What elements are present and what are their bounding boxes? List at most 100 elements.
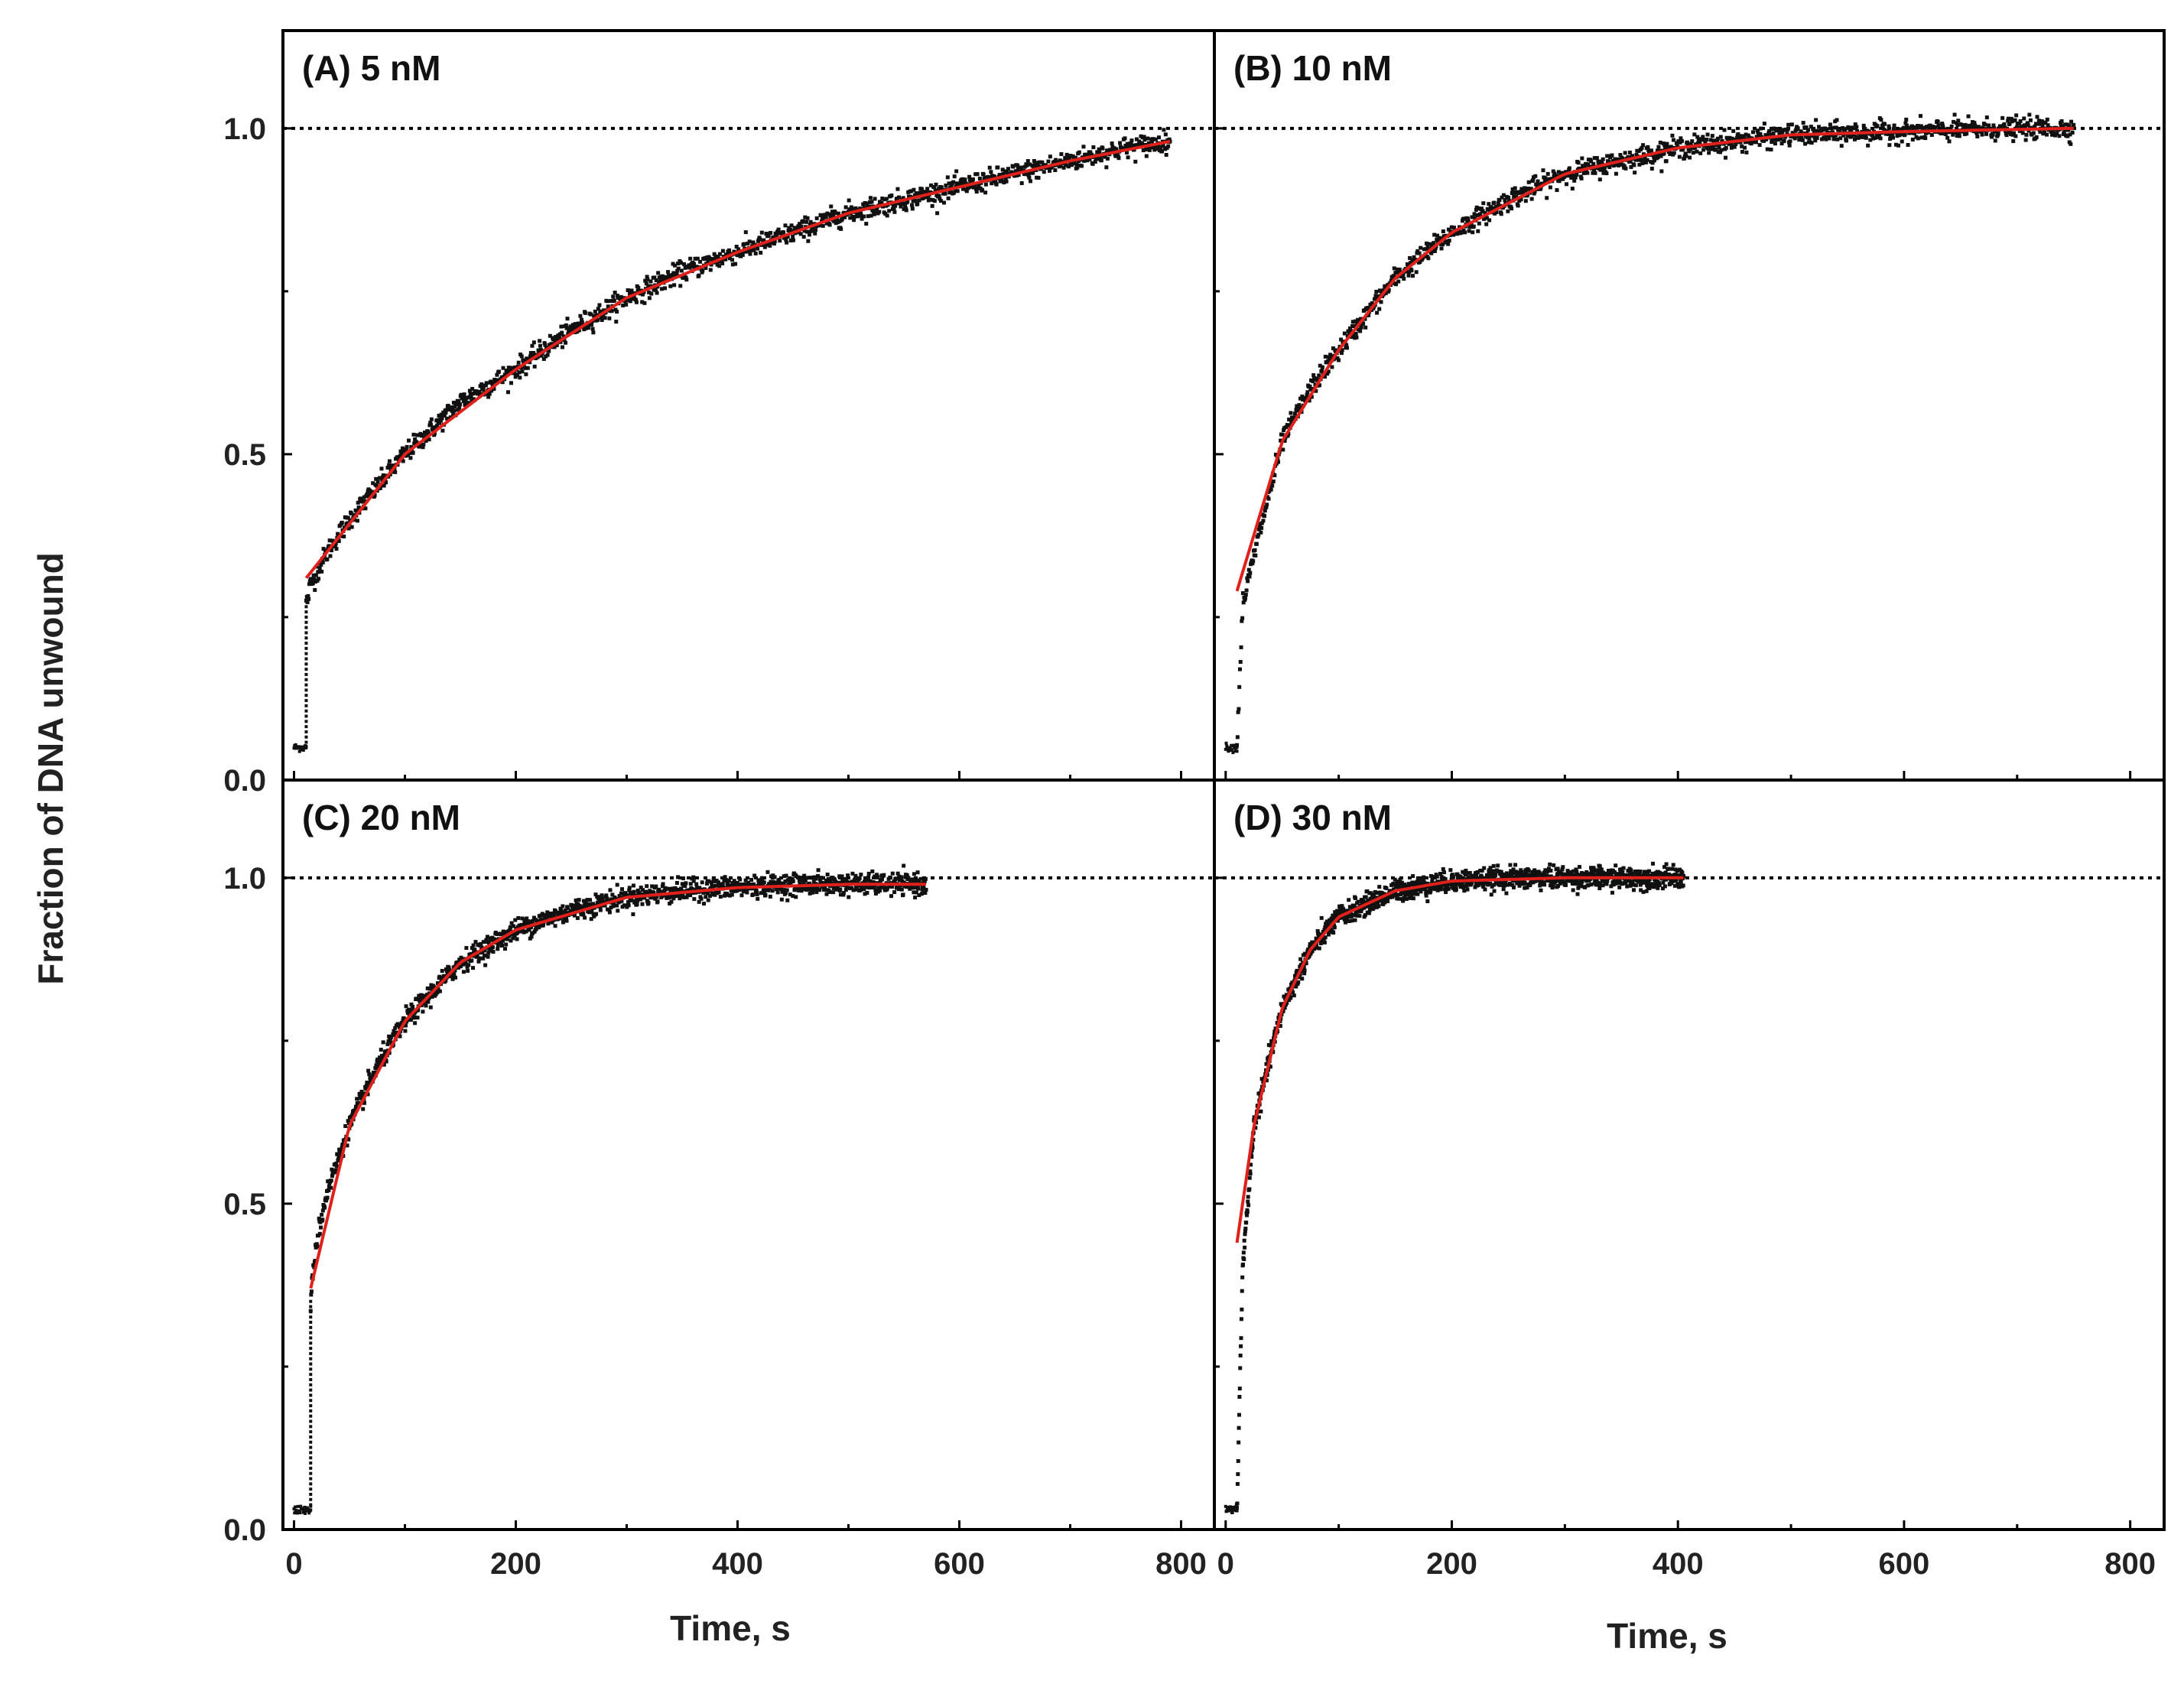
data-point — [2023, 123, 2027, 128]
data-point — [304, 668, 308, 671]
data-point — [1292, 411, 1297, 416]
data-point — [359, 496, 363, 501]
data-point — [1310, 949, 1315, 954]
data-point — [1773, 141, 1777, 146]
data-point — [903, 203, 908, 207]
data-point — [380, 477, 385, 482]
data-point — [572, 913, 577, 918]
data-point — [378, 476, 382, 480]
data-point — [1350, 918, 1354, 923]
data-point — [1952, 112, 1957, 117]
data-point — [817, 887, 822, 892]
data-point — [509, 938, 513, 943]
data-point — [1340, 904, 1344, 909]
data-point — [647, 296, 652, 301]
data-point — [1236, 710, 1240, 714]
data-point — [817, 223, 822, 227]
data-point — [1269, 487, 1273, 492]
data-point — [346, 515, 350, 520]
data-point — [570, 323, 575, 327]
data-point — [1248, 1172, 1253, 1176]
data-point — [1601, 157, 1605, 161]
data-point — [1870, 133, 1875, 138]
data-point — [1321, 929, 1325, 934]
data-point — [977, 184, 981, 188]
data-point — [1305, 392, 1309, 397]
data-point — [1284, 425, 1289, 430]
data-point — [815, 874, 820, 879]
data-point — [824, 892, 829, 896]
data-point — [2000, 115, 2005, 120]
data-point — [1462, 216, 1467, 221]
data-point — [1294, 984, 1298, 989]
data-point — [1797, 138, 1802, 142]
data-point — [678, 284, 683, 288]
data-point — [766, 233, 771, 238]
data-point — [564, 340, 568, 345]
data-point — [1487, 218, 1492, 223]
data-point — [309, 1399, 313, 1403]
data-point — [441, 410, 446, 414]
data-point — [1324, 922, 1328, 926]
data-point — [1105, 156, 1110, 161]
data-point — [427, 996, 431, 1000]
data-point — [760, 878, 765, 883]
data-point — [846, 873, 850, 878]
data-point — [1466, 219, 1471, 224]
data-point — [401, 449, 406, 454]
data-point — [1248, 571, 1253, 575]
data-point — [448, 415, 453, 420]
data-point — [512, 365, 517, 369]
data-point — [1347, 326, 1352, 330]
data-point — [312, 577, 317, 581]
data-point — [477, 956, 482, 961]
data-point — [1247, 1175, 1252, 1180]
data-point — [571, 906, 576, 911]
data-point — [1248, 1169, 1253, 1174]
data-point — [639, 886, 643, 890]
data-point — [574, 905, 579, 910]
data-point — [1861, 123, 1866, 128]
data-point — [1344, 920, 1348, 925]
data-point — [1627, 151, 1632, 155]
data-point — [1225, 744, 1229, 748]
data-point — [1287, 998, 1292, 1003]
data-point — [615, 294, 619, 298]
data-point — [1353, 896, 1357, 901]
data-point — [1536, 179, 1540, 184]
data-point — [727, 248, 732, 252]
data-point — [951, 180, 956, 184]
data-point — [1361, 321, 1366, 326]
data-point — [1309, 395, 1314, 399]
data-point — [905, 199, 910, 203]
data-point — [309, 1289, 314, 1294]
data-point — [885, 213, 889, 218]
data-point — [327, 544, 331, 548]
data-point — [827, 212, 831, 216]
data-point — [424, 1003, 428, 1008]
data-point — [1236, 1458, 1240, 1463]
data-point — [1331, 931, 1336, 935]
data-point — [496, 947, 500, 951]
data-point — [1672, 151, 1676, 155]
data-point — [783, 223, 788, 228]
data-point — [1243, 1232, 1247, 1237]
data-point — [1032, 158, 1036, 163]
data-point — [309, 1466, 313, 1470]
data-point — [1312, 947, 1317, 951]
data-point — [1715, 136, 1720, 141]
data-point — [1835, 137, 1840, 141]
data-point — [1383, 291, 1388, 295]
data-point — [349, 525, 354, 529]
data-point — [1952, 119, 1956, 124]
data-point — [788, 238, 793, 242]
data-point — [384, 1059, 388, 1064]
data-point — [859, 873, 863, 877]
data-point — [1270, 483, 1275, 488]
data-point — [1709, 147, 1714, 151]
data-point — [1369, 891, 1373, 896]
data-point — [1356, 899, 1360, 904]
data-point — [1269, 1043, 1273, 1048]
data-point — [672, 263, 677, 268]
data-point — [939, 185, 944, 190]
